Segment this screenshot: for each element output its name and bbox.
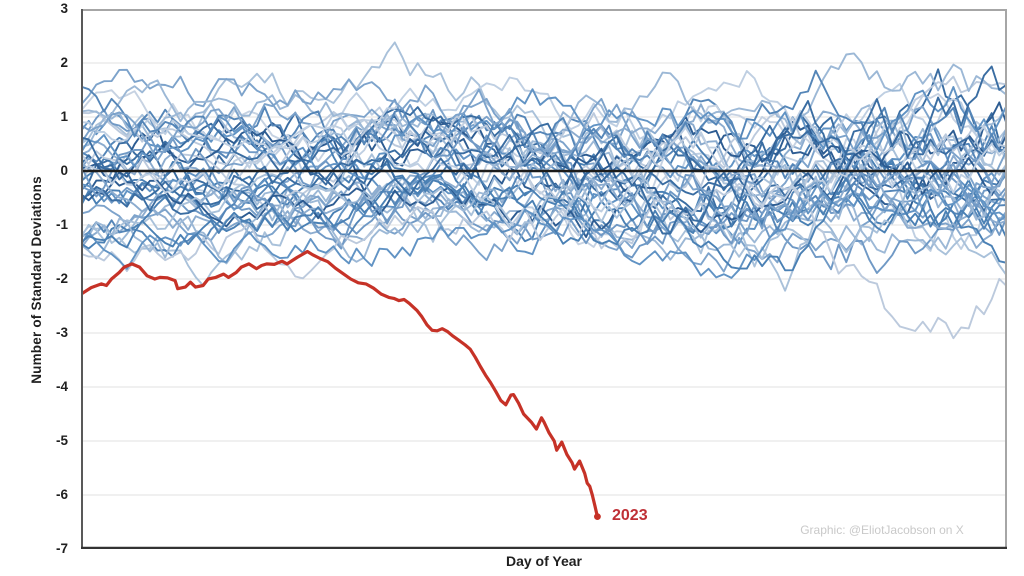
ensemble-line (81, 174, 1007, 272)
ensemble-line (81, 162, 1007, 265)
y-tick-label: -1 (55, 217, 68, 232)
ensemble-line (81, 124, 1007, 232)
y-tick-label: 3 (60, 1, 68, 16)
watermark-credit: Graphic: @EliotJacobson on X (800, 523, 964, 537)
plot-svg (81, 9, 1007, 549)
y-tick-label: -6 (55, 487, 68, 502)
y-tick-label: -5 (55, 433, 68, 448)
ensemble-line (81, 182, 1007, 340)
y-tick-label: -7 (55, 541, 68, 556)
ensemble-line (81, 169, 1007, 250)
ensemble-line (81, 124, 1007, 210)
y-tick-label: -4 (55, 379, 68, 394)
ensemble-line (81, 183, 1007, 279)
ensemble-line (81, 69, 1007, 173)
y-tick-label: 2 (60, 55, 68, 70)
series-2023-label: 2023 (612, 507, 648, 524)
y-tick-label: -2 (55, 271, 68, 286)
series-2023-line (81, 249, 599, 519)
y-tick-label: 0 (60, 163, 68, 178)
ensemble-line (81, 65, 1007, 235)
y-tick-label: -3 (55, 325, 68, 340)
y-tick-label: 1 (60, 109, 68, 124)
x-axis-title: Day of Year (505, 553, 582, 569)
ensemble-line (81, 166, 1007, 277)
plot-area (81, 9, 1007, 549)
ensemble-line (81, 160, 1007, 273)
series-2023-end-dot (594, 513, 601, 520)
ensemble-line (81, 86, 1007, 180)
